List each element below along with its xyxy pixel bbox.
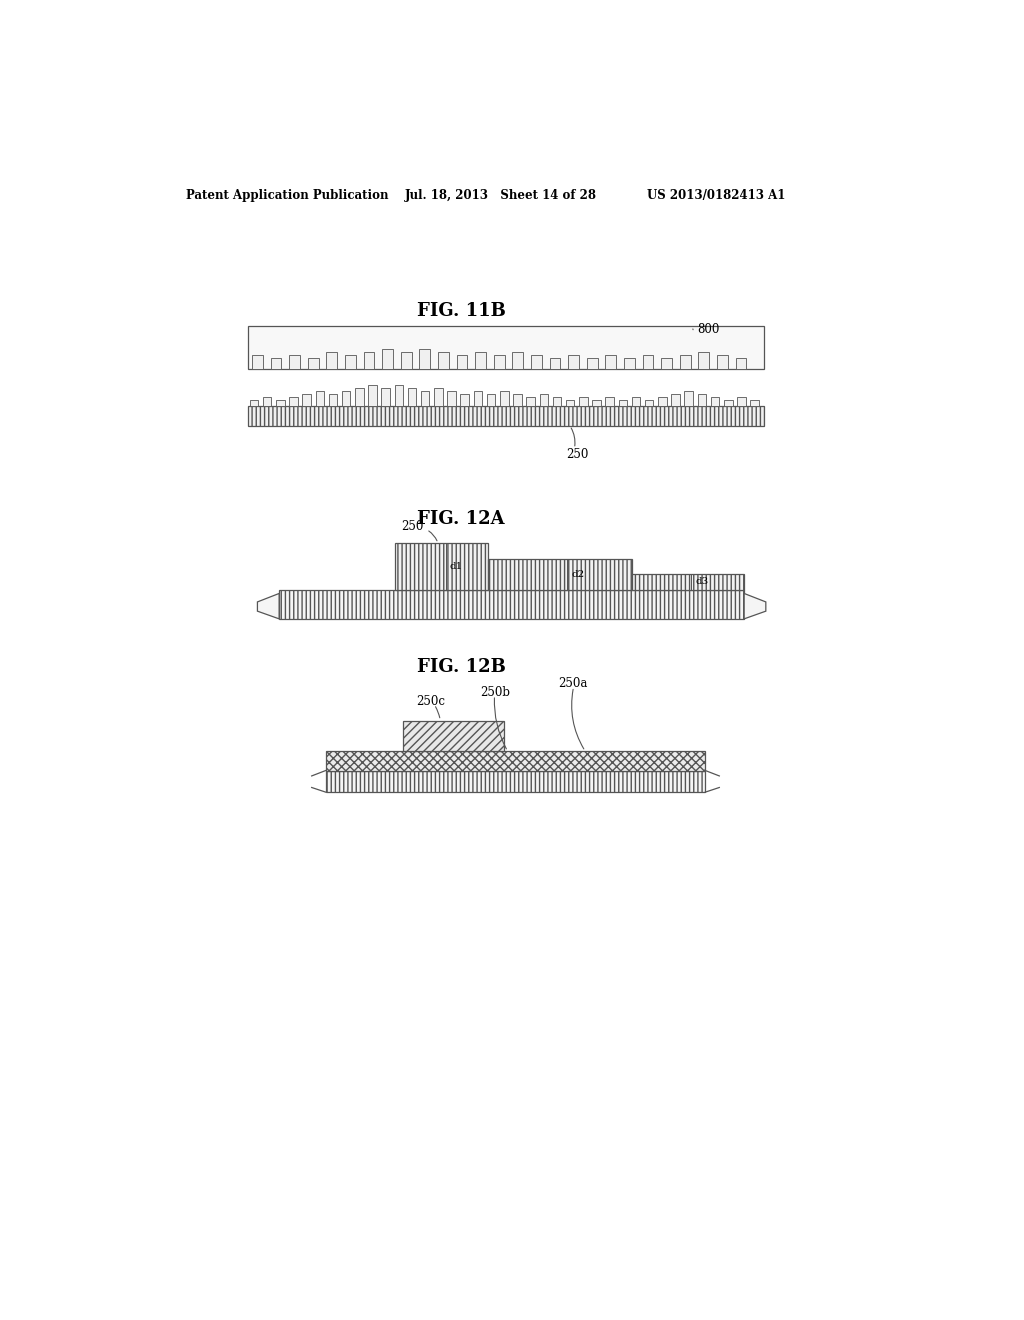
Bar — [395, 544, 488, 590]
Bar — [568, 355, 579, 368]
Bar — [550, 358, 560, 368]
Text: US 2013/0182413 A1: US 2013/0182413 A1 — [647, 189, 785, 202]
Bar — [605, 397, 614, 407]
Bar — [438, 351, 449, 368]
Bar — [697, 395, 707, 407]
Bar — [724, 400, 732, 407]
Bar — [326, 751, 706, 771]
Bar — [329, 395, 337, 407]
Text: FIG. 12B: FIG. 12B — [417, 657, 506, 676]
Bar — [475, 351, 486, 368]
Bar — [618, 400, 627, 407]
Bar — [698, 351, 710, 368]
Text: 800: 800 — [697, 323, 719, 335]
Bar — [486, 395, 496, 407]
Bar — [289, 397, 298, 407]
Bar — [400, 351, 412, 368]
Bar — [289, 355, 300, 368]
Text: 250: 250 — [566, 447, 589, 461]
Text: FIG. 12A: FIG. 12A — [418, 510, 505, 528]
Bar — [308, 358, 318, 368]
Bar — [252, 355, 263, 368]
Bar — [513, 395, 521, 407]
Bar — [632, 574, 744, 590]
Bar — [315, 391, 324, 407]
Bar — [461, 395, 469, 407]
Text: 250: 250 — [400, 520, 423, 533]
Bar — [457, 355, 467, 368]
Bar — [345, 355, 356, 368]
Bar — [587, 358, 598, 368]
Bar — [632, 397, 640, 407]
Bar — [250, 400, 258, 407]
Text: d2: d2 — [571, 570, 585, 578]
Text: Jul. 18, 2013   Sheet 14 of 28: Jul. 18, 2013 Sheet 14 of 28 — [404, 189, 597, 202]
Bar — [280, 590, 744, 619]
Bar — [717, 355, 728, 368]
Bar — [658, 397, 667, 407]
Bar — [592, 400, 601, 407]
Bar — [302, 395, 311, 407]
Bar — [364, 351, 375, 368]
Bar — [605, 355, 616, 368]
Text: Patent Application Publication: Patent Application Publication — [186, 189, 389, 202]
Bar — [624, 358, 635, 368]
Bar — [751, 400, 759, 407]
Bar — [382, 348, 393, 368]
Bar — [680, 355, 690, 368]
Bar — [327, 351, 337, 368]
Bar — [672, 395, 680, 407]
Bar — [421, 391, 429, 407]
Bar — [408, 388, 417, 407]
Bar — [381, 388, 390, 407]
Bar — [735, 358, 746, 368]
Text: d3: d3 — [695, 577, 709, 586]
Bar — [474, 391, 482, 407]
Bar — [579, 397, 588, 407]
Text: 250a: 250a — [558, 677, 588, 690]
Text: 250c: 250c — [417, 694, 445, 708]
Bar — [342, 391, 350, 407]
Bar — [643, 355, 653, 368]
Bar — [276, 400, 285, 407]
Bar — [566, 400, 574, 407]
Text: 250b: 250b — [480, 685, 511, 698]
Bar — [684, 391, 693, 407]
Bar — [540, 395, 548, 407]
Bar — [553, 397, 561, 407]
Bar — [711, 397, 719, 407]
Bar — [369, 385, 377, 407]
Bar — [500, 391, 509, 407]
Bar — [737, 397, 745, 407]
Text: d1: d1 — [450, 562, 463, 572]
Bar — [512, 351, 523, 368]
Bar — [326, 771, 706, 792]
Bar — [434, 388, 442, 407]
Bar — [662, 358, 672, 368]
Polygon shape — [257, 594, 280, 619]
Polygon shape — [744, 594, 766, 619]
Bar — [420, 348, 430, 368]
Bar — [355, 388, 364, 407]
Bar — [248, 407, 764, 425]
Bar — [403, 721, 504, 751]
Bar — [447, 391, 456, 407]
Bar — [248, 326, 764, 368]
Bar — [270, 358, 282, 368]
Bar — [494, 355, 505, 368]
Bar — [645, 400, 653, 407]
Bar — [526, 397, 535, 407]
Bar — [394, 385, 403, 407]
Text: FIG. 11B: FIG. 11B — [417, 302, 506, 319]
Bar — [263, 397, 271, 407]
Bar — [488, 558, 632, 590]
Bar — [531, 355, 542, 368]
